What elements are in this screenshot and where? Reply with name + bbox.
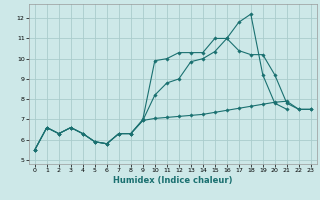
X-axis label: Humidex (Indice chaleur): Humidex (Indice chaleur) [113,176,233,185]
